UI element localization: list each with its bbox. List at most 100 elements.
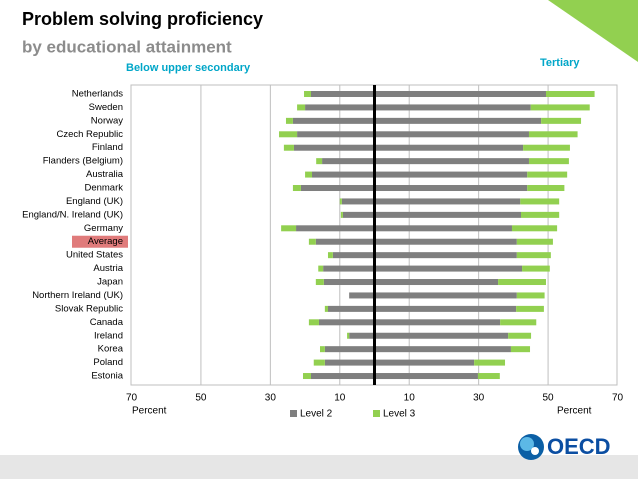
category-label: Japan <box>97 277 123 288</box>
bar <box>516 292 545 299</box>
bar <box>516 305 544 312</box>
bar <box>374 91 546 97</box>
x-tick-label: 10 <box>334 393 346 404</box>
bar <box>374 292 517 299</box>
bar <box>500 319 537 326</box>
category-label: Flanders (Belgium) <box>43 156 123 167</box>
bar <box>374 225 512 232</box>
category-label: Ireland <box>94 330 123 341</box>
bar <box>520 211 560 218</box>
bar <box>318 265 324 272</box>
bar <box>283 144 294 151</box>
bar <box>528 158 569 165</box>
bar <box>310 373 375 380</box>
bar <box>292 185 301 192</box>
x-tick-label: 50 <box>195 393 207 404</box>
chart-title: Problem solving proficiency <box>22 9 263 29</box>
bar <box>498 279 546 286</box>
category-label: Czech Republic <box>56 129 123 140</box>
category-label: Finland <box>92 142 123 153</box>
footer-band <box>0 455 638 479</box>
category-label: England (UK) <box>66 196 123 207</box>
category-label: United States <box>66 250 123 261</box>
bar <box>349 332 375 339</box>
bar <box>347 332 350 339</box>
bar <box>305 171 313 178</box>
bar <box>374 211 521 218</box>
corner-decoration <box>548 0 638 62</box>
bar <box>523 144 570 151</box>
x-tick-label: 30 <box>265 393 277 404</box>
bar <box>528 131 578 138</box>
bar <box>474 359 506 366</box>
bar <box>541 117 582 124</box>
bar <box>516 252 551 259</box>
category-label: Denmark <box>84 183 123 194</box>
bar <box>522 265 550 272</box>
bar <box>374 144 524 151</box>
x-tick-label: 70 <box>126 393 138 404</box>
legend-swatch <box>290 410 297 417</box>
x-tick-label: 10 <box>404 393 416 404</box>
bar <box>374 198 521 205</box>
bar <box>279 131 298 138</box>
bar <box>319 346 325 353</box>
bar <box>297 131 375 138</box>
x-axis-label: Percent <box>557 406 592 417</box>
bar <box>477 373 500 380</box>
bar <box>374 373 478 380</box>
bar <box>285 117 293 124</box>
category-label: Germany <box>84 223 123 234</box>
bar <box>318 319 375 326</box>
category-label: Northern Ireland (UK) <box>32 290 123 301</box>
category-label: Sweden <box>89 102 123 113</box>
bar <box>374 332 509 339</box>
bar <box>297 104 306 111</box>
bar <box>316 158 323 165</box>
chart-subtitle: by educational attainment <box>22 37 232 56</box>
bar <box>327 252 333 259</box>
legend-swatch <box>373 410 380 417</box>
bar <box>332 252 375 259</box>
bar <box>315 279 324 286</box>
left-title: Below upper secondary <box>126 62 251 74</box>
bar <box>374 346 511 353</box>
bar <box>374 158 529 165</box>
bar <box>304 91 311 97</box>
bar <box>520 198 560 205</box>
logo-text: OECD <box>547 434 611 459</box>
bar <box>324 346 375 353</box>
x-tick-label: 50 <box>543 393 555 404</box>
category-label: Slovak Republic <box>55 303 123 314</box>
bar <box>313 359 325 366</box>
bar <box>374 279 499 286</box>
bar <box>300 185 375 192</box>
bar <box>341 198 375 205</box>
bar <box>305 104 375 111</box>
logo-mark <box>531 447 539 455</box>
bar <box>374 238 517 245</box>
bar <box>527 185 565 192</box>
x-axis-label: Percent <box>132 406 167 417</box>
bar <box>293 144 375 151</box>
bar <box>545 91 595 97</box>
bar <box>530 104 590 111</box>
bar <box>308 238 316 245</box>
bar <box>511 225 558 232</box>
bar <box>281 225 297 232</box>
bar <box>312 171 375 178</box>
category-label: Poland <box>93 357 123 368</box>
bar <box>323 279 375 286</box>
bar <box>324 359 375 366</box>
bar <box>315 238 375 245</box>
bar <box>322 158 375 165</box>
bar <box>374 319 501 326</box>
bar <box>323 265 375 272</box>
bar <box>340 211 343 218</box>
bar <box>516 238 553 245</box>
bar <box>292 117 375 124</box>
bar <box>324 305 328 312</box>
bar <box>374 117 542 124</box>
bar <box>510 346 531 353</box>
